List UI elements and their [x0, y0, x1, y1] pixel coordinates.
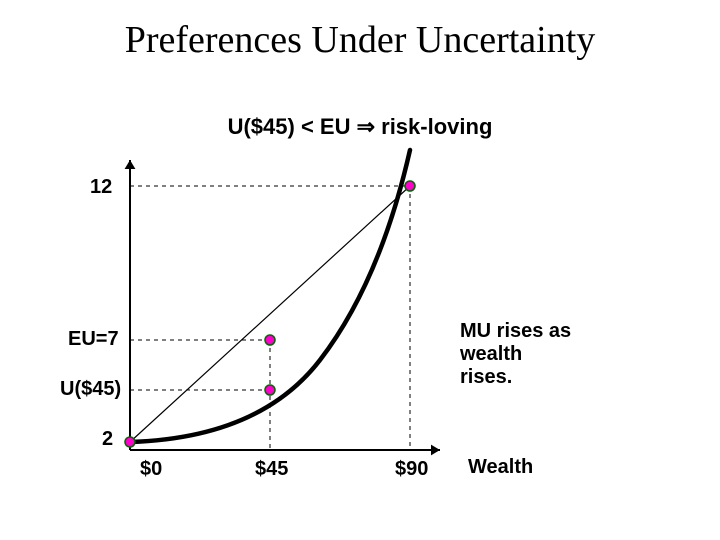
y-label-2: 2	[102, 428, 113, 451]
point-p90	[405, 181, 415, 191]
x-tick-90: $90	[395, 458, 428, 481]
y-axis-arrow-icon	[125, 160, 136, 169]
point-p0	[125, 437, 135, 447]
y-label-eu7: EU=7	[68, 328, 119, 351]
y-label-u45: U($45)	[60, 378, 121, 401]
page-title: Preferences Under Uncertainty	[0, 18, 720, 62]
x-tick-45: $45	[255, 458, 288, 481]
chart-area: 12 EU=7 U($45) 2 $0 $45 $90 Wealth MU ri…	[90, 160, 630, 490]
x-tick-0: $0	[140, 458, 162, 481]
point-p45l	[265, 335, 275, 345]
inequality-statement: U($45) < EU ⇒ risk-loving	[0, 114, 720, 140]
annotation-text: MU rises as wealthrises.	[460, 320, 630, 389]
x-axis-arrow-icon	[431, 445, 440, 456]
x-axis-label: Wealth	[468, 456, 533, 479]
point-p45c	[265, 385, 275, 395]
slide: Preferences Under Uncertainty U($45) < E…	[0, 0, 720, 540]
y-label-12: 12	[90, 176, 112, 199]
